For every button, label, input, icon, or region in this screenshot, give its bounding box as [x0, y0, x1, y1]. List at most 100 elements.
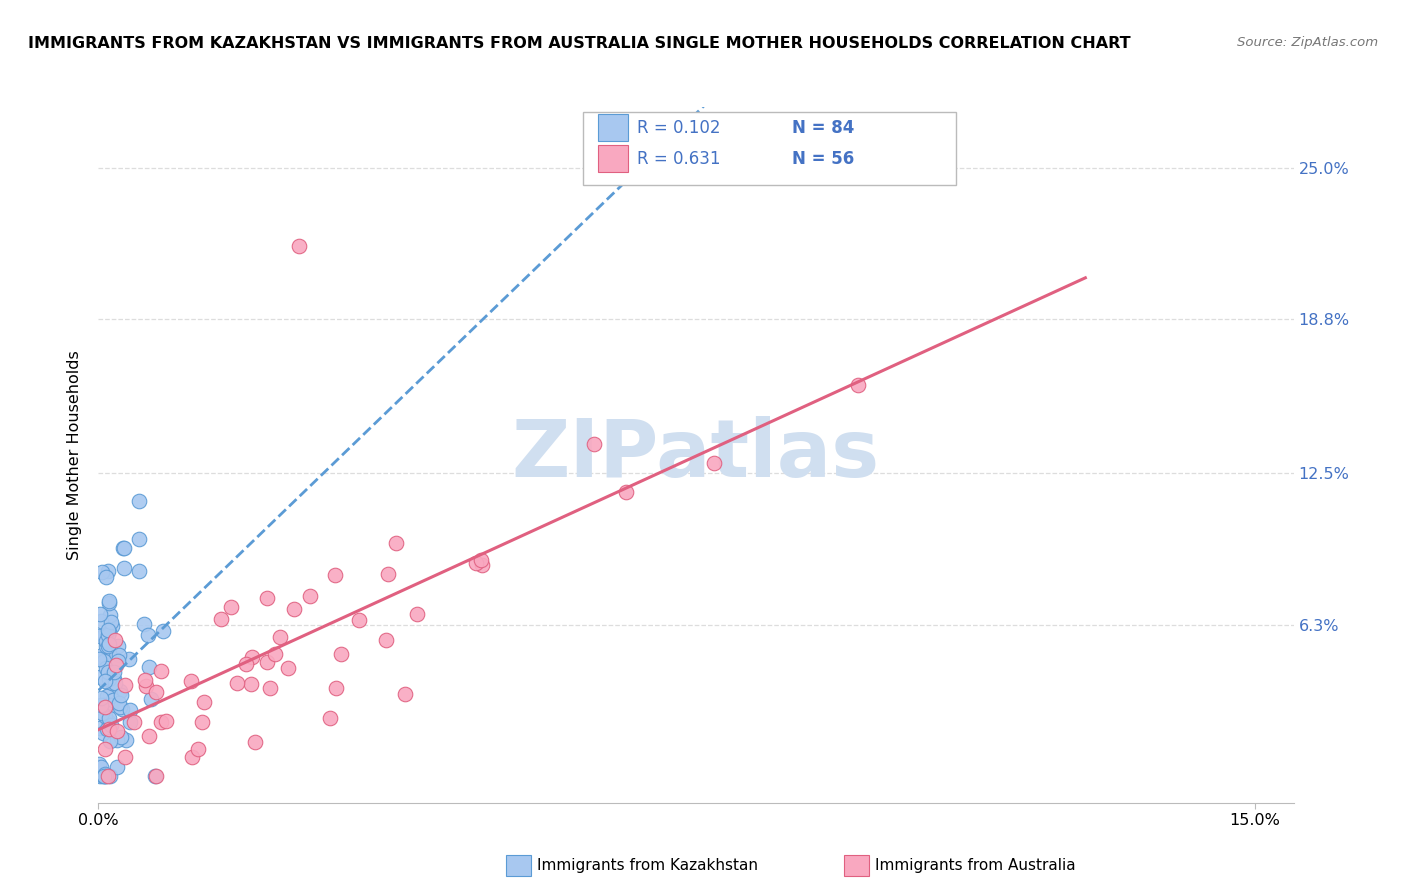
Point — [115, 733, 138, 747]
Point — [93, 698, 115, 712]
Point — [96, 624, 118, 638]
Point — [94, 570, 117, 584]
Point — [128, 564, 150, 578]
Text: N = 84: N = 84 — [792, 119, 853, 136]
Point — [256, 655, 278, 669]
Point — [100, 718, 122, 732]
Point — [89, 769, 111, 783]
Point — [91, 565, 114, 579]
Point — [98, 637, 121, 651]
Point — [96, 661, 118, 675]
Point — [114, 678, 136, 692]
Point — [103, 672, 125, 686]
Point — [89, 757, 111, 772]
Point — [97, 564, 120, 578]
Point — [104, 676, 127, 690]
Text: R = 0.631: R = 0.631 — [637, 150, 720, 168]
Point — [405, 607, 427, 621]
Point — [128, 532, 150, 546]
Point — [101, 693, 124, 707]
Text: N = 56: N = 56 — [792, 150, 853, 168]
Point — [107, 654, 129, 668]
Point — [98, 733, 121, 747]
Point — [143, 769, 166, 783]
Point — [394, 687, 416, 701]
Point — [209, 612, 232, 626]
Point — [325, 681, 347, 695]
Point — [108, 648, 131, 662]
Point — [225, 676, 247, 690]
Point — [105, 657, 128, 672]
Point — [152, 624, 174, 638]
Point — [93, 628, 115, 642]
Point — [91, 726, 114, 740]
Point — [120, 715, 142, 730]
Point — [91, 769, 114, 783]
Text: Source: ZipAtlas.com: Source: ZipAtlas.com — [1237, 36, 1378, 49]
Point — [112, 541, 135, 555]
Point — [93, 741, 115, 756]
Point — [471, 558, 494, 573]
Point — [277, 661, 299, 675]
Point — [256, 591, 278, 605]
Text: Immigrants from Australia: Immigrants from Australia — [875, 858, 1076, 872]
Point — [97, 596, 120, 610]
Point — [94, 633, 117, 648]
Point — [93, 769, 115, 783]
Point — [375, 633, 398, 648]
Point — [98, 711, 121, 725]
Point — [703, 457, 725, 471]
Point — [90, 706, 112, 720]
Point — [94, 699, 117, 714]
Point — [349, 614, 371, 628]
Point — [377, 567, 399, 582]
Point — [283, 602, 305, 616]
Point — [145, 769, 167, 783]
Point — [122, 715, 145, 730]
Point — [465, 557, 488, 571]
Point — [89, 651, 111, 665]
Point — [93, 766, 115, 780]
Point — [97, 594, 120, 608]
Point — [98, 715, 121, 730]
Point — [135, 680, 157, 694]
Point — [96, 722, 118, 736]
Point — [846, 378, 869, 392]
Point — [90, 698, 112, 712]
Point — [149, 714, 172, 729]
Point — [330, 648, 353, 662]
Point — [94, 674, 117, 689]
Point — [141, 691, 163, 706]
Point — [259, 681, 281, 696]
Point — [94, 769, 117, 783]
Point — [97, 672, 120, 686]
Point — [89, 629, 111, 643]
Point — [97, 627, 120, 641]
Point — [112, 561, 135, 575]
Point — [288, 239, 311, 253]
Point — [219, 600, 242, 615]
Point — [96, 639, 118, 653]
Point — [128, 493, 150, 508]
Point — [97, 769, 120, 783]
Text: R = 0.102: R = 0.102 — [637, 119, 720, 136]
Point — [145, 685, 167, 699]
Point — [93, 654, 115, 668]
Point — [138, 729, 160, 743]
Point — [98, 722, 121, 736]
Point — [105, 733, 128, 747]
Point — [100, 615, 122, 630]
Text: Immigrants from Kazakhstan: Immigrants from Kazakhstan — [537, 858, 758, 872]
Point — [107, 639, 129, 653]
Point — [100, 698, 122, 712]
Text: IMMIGRANTS FROM KAZAKHSTAN VS IMMIGRANTS FROM AUSTRALIA SINGLE MOTHER HOUSEHOLDS: IMMIGRANTS FROM KAZAKHSTAN VS IMMIGRANTS… — [28, 36, 1130, 51]
Point — [269, 630, 291, 644]
Point — [187, 741, 209, 756]
Point — [385, 536, 408, 550]
Point — [132, 616, 155, 631]
Point — [90, 759, 112, 773]
Point — [470, 552, 492, 566]
Point — [181, 749, 204, 764]
Point — [98, 607, 121, 622]
Point — [298, 589, 321, 603]
